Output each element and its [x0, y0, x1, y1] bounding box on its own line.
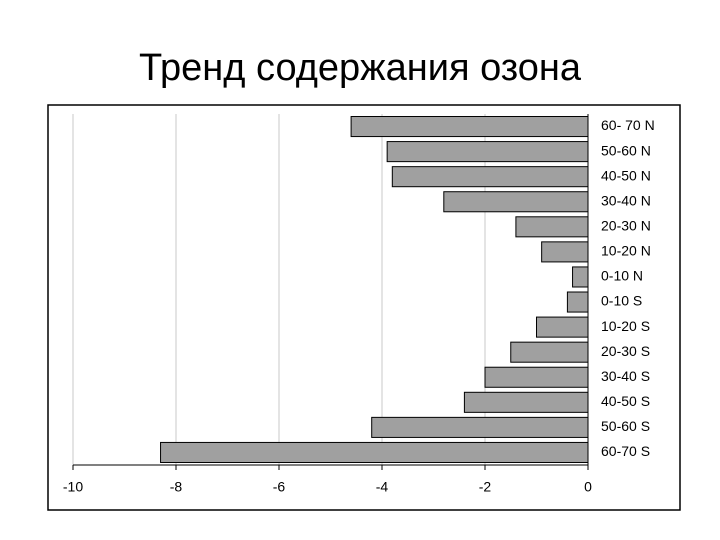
x-tick-label: -6 — [273, 479, 286, 495]
x-tick-label: -4 — [376, 479, 389, 495]
bar — [386, 141, 589, 163]
x-tick-label: -10 — [63, 479, 83, 495]
bar — [160, 441, 589, 463]
y-tick-label: 0-10 S — [601, 293, 642, 309]
bar — [515, 216, 589, 238]
bar — [541, 241, 589, 263]
y-tick-label: 60- 70 N — [601, 117, 655, 133]
bar — [350, 116, 589, 138]
bar — [463, 391, 589, 413]
bar — [443, 191, 589, 213]
chart-frame — [47, 104, 681, 511]
y-tick-label: 20-30 S — [601, 343, 650, 359]
x-tick-label: -2 — [479, 479, 492, 495]
bar — [484, 366, 589, 388]
y-tick-label: 50-60 S — [601, 418, 650, 434]
bar — [536, 316, 589, 338]
bar — [566, 291, 589, 313]
y-tick-label: 30-40 S — [601, 368, 650, 384]
bar — [391, 166, 589, 188]
y-tick-label: 10-20 N — [601, 243, 651, 259]
y-tick-label: 50-60 N — [601, 142, 651, 158]
y-tick-label: 30-40 N — [601, 192, 651, 208]
y-tick-label: 10-20 S — [601, 318, 650, 334]
y-tick-label: 20-30 N — [601, 218, 651, 234]
chart-title: Тренд содержания озона — [139, 47, 582, 89]
x-tick-label: 0 — [584, 479, 592, 495]
bar — [510, 341, 589, 363]
x-tick-label: -8 — [170, 479, 183, 495]
y-tick-label: 40-50 S — [601, 393, 650, 409]
y-tick-label: 0-10 N — [601, 268, 643, 284]
bar — [572, 266, 589, 288]
bar — [371, 416, 589, 438]
y-tick-label: 40-50 N — [601, 167, 651, 183]
y-tick-label: 60-70 S — [601, 443, 650, 459]
